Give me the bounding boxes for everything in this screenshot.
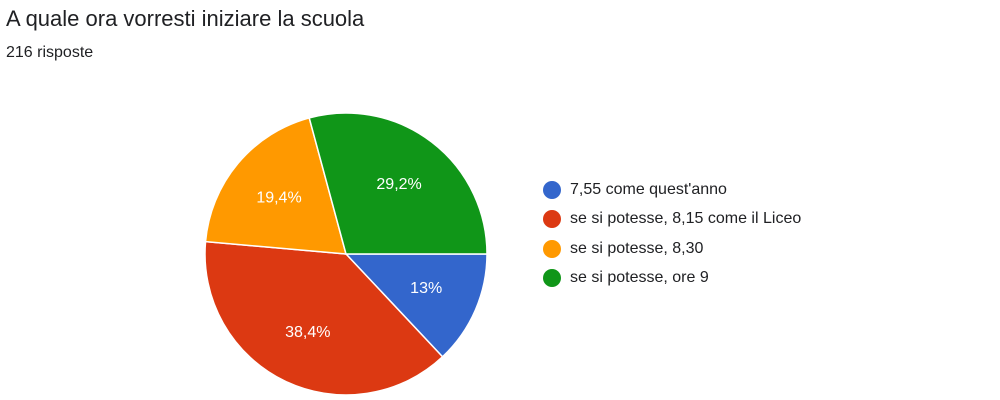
pie-labels: 13% 38,4% 19,4% 29,2% <box>256 176 442 341</box>
slice-label-4: 29,2% <box>376 176 421 193</box>
pie-slice-3[interactable] <box>204 116 348 255</box>
legend-label: se si potesse, 8,30 <box>570 239 704 257</box>
response-count: 216 risposte <box>6 44 94 61</box>
chart-title: A quale ora vorresti iniziare la scuola <box>6 6 365 31</box>
chart-legend: 7,55 come quest'anno se si potesse, 8,15 … <box>543 175 801 293</box>
legend-item-1[interactable]: 7,55 come quest'anno <box>543 175 801 205</box>
legend-item-4[interactable]: se si potesse, ore 9 <box>543 264 801 294</box>
pie-slice-4[interactable] <box>308 112 488 255</box>
pie-slices <box>204 112 488 396</box>
slice-label-2: 38,4% <box>285 324 330 341</box>
legend-dot-icon <box>543 180 561 199</box>
legend-label: se si potesse, 8,15 come il Liceo <box>570 210 802 228</box>
legend-item-3[interactable]: se si potesse, 8,30 <box>543 234 801 264</box>
legend-item-2[interactable]: se si potesse, 8,15 come il Liceo <box>543 205 801 235</box>
pie-slice-2[interactable] <box>204 240 444 396</box>
slice-label-1: 13% <box>410 280 442 297</box>
legend-dot-icon <box>543 210 561 229</box>
slice-label-3: 19,4% <box>256 189 301 206</box>
pie-slice-1[interactable] <box>344 253 488 358</box>
legend-dot-icon <box>543 269 561 288</box>
legend-label: 7,55 come quest'anno <box>570 180 727 198</box>
legend-label: se si potesse, ore 9 <box>570 269 709 287</box>
legend-dot-icon <box>543 239 561 258</box>
